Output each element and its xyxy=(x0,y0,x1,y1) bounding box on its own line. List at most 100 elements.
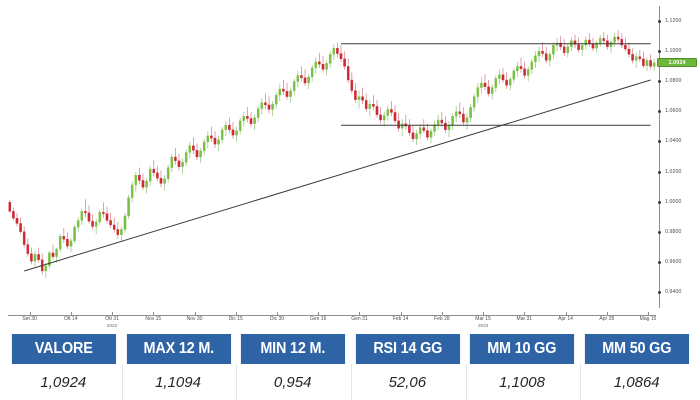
candlestick xyxy=(260,98,264,115)
candlestick xyxy=(141,173,145,191)
candlestick xyxy=(411,125,415,142)
price-tick-marker xyxy=(658,170,661,174)
candlestick xyxy=(148,166,152,186)
candlestick xyxy=(426,123,429,141)
candlestick xyxy=(379,107,382,124)
candlestick xyxy=(606,34,609,50)
date-tick-label: Apr 14 xyxy=(558,316,573,322)
candlestick xyxy=(498,69,501,85)
candlestick xyxy=(613,33,616,47)
date-tick-label: Nov 30 xyxy=(186,316,203,322)
candlestick xyxy=(73,224,76,244)
candlestick xyxy=(120,226,123,242)
candlestick xyxy=(357,90,361,109)
metric-header-valore: VALORE xyxy=(11,334,116,364)
candlestick xyxy=(188,141,192,159)
candlestick xyxy=(480,76,483,94)
date-tick-marker xyxy=(359,312,361,316)
price-tick-label: 1.0200 xyxy=(665,168,682,175)
candlestick xyxy=(501,67,505,84)
metric-header-mm-50-gg: MM 50 GG xyxy=(584,334,689,364)
candlestick xyxy=(253,114,256,130)
candlestick xyxy=(559,36,562,50)
candlestick xyxy=(584,36,588,50)
candlestick xyxy=(490,84,494,100)
candlestick xyxy=(591,37,595,52)
candlestick xyxy=(91,214,94,230)
metric-value-valore: 1,0924 xyxy=(8,364,119,400)
candlestick xyxy=(447,120,451,138)
price-tick-marker xyxy=(658,261,661,265)
date-tick-marker xyxy=(112,312,114,316)
candlestick xyxy=(354,83,357,103)
candlestick xyxy=(84,199,87,218)
date-tick-label: Mar 15 xyxy=(475,316,491,322)
candlestick xyxy=(181,158,184,174)
candlestick xyxy=(130,181,134,203)
candlestick xyxy=(314,57,318,74)
candlestick xyxy=(566,43,570,58)
candlestick xyxy=(177,153,181,171)
candlestick xyxy=(62,227,66,244)
metric-value-max-12-m: 1,1094 xyxy=(121,364,234,400)
candlestick xyxy=(429,128,433,144)
candlestick xyxy=(170,153,174,173)
candlestick xyxy=(325,60,328,76)
candlestick xyxy=(555,37,559,52)
candlestick xyxy=(87,205,91,224)
candlestick xyxy=(339,45,343,62)
candlestick xyxy=(105,206,109,224)
candlestick xyxy=(616,30,620,43)
price-tick-marker xyxy=(658,110,661,114)
date-tick-label: Dic 15 xyxy=(228,316,243,322)
metric-value-mm-50-gg: 1,0864 xyxy=(580,364,693,400)
candlestick xyxy=(264,93,267,109)
candlestick xyxy=(458,102,462,118)
candlestick xyxy=(627,42,631,58)
candlestick xyxy=(620,33,624,49)
date-tick-marker xyxy=(565,312,567,316)
uptrend-line xyxy=(24,79,651,272)
candlestick xyxy=(156,166,159,182)
candlestick-plot[interactable] xyxy=(0,0,700,312)
candlestick xyxy=(346,58,350,84)
candlestick xyxy=(372,95,375,111)
candlestick xyxy=(307,73,310,90)
candlestick xyxy=(123,212,127,233)
candlestick xyxy=(642,51,645,68)
date-tick-label: Feb 14 xyxy=(392,316,409,322)
candlestick xyxy=(278,84,282,102)
candlestick xyxy=(76,217,80,233)
date-tick-label: Set 30 xyxy=(22,316,37,322)
candlestick xyxy=(109,212,112,228)
candlestick xyxy=(303,69,307,87)
candlestick xyxy=(94,218,98,235)
metric-value-mm-10-gg: 1,1008 xyxy=(465,364,578,400)
date-tick-marker xyxy=(400,312,402,316)
candlestick xyxy=(174,147,177,165)
candlestick xyxy=(152,160,156,177)
candlestick xyxy=(289,87,292,103)
candlestick xyxy=(397,113,400,132)
metrics-value-row: 1,0924 1,1094 0,954 52,06 1,1008 1,0864 xyxy=(0,364,700,400)
candlestick xyxy=(127,194,130,219)
candlestick xyxy=(138,167,141,185)
candlestick xyxy=(37,247,40,263)
candle-series xyxy=(8,30,656,278)
candlestick xyxy=(548,51,552,67)
candlestick xyxy=(102,202,105,218)
candlestick xyxy=(30,247,33,265)
candlestick xyxy=(494,75,498,93)
candlestick xyxy=(238,117,242,135)
candlestick xyxy=(134,172,138,192)
candlestick xyxy=(638,49,642,62)
candlestick xyxy=(195,143,199,161)
candlestick xyxy=(516,61,519,77)
price-tick-marker xyxy=(658,291,661,295)
date-tick-marker xyxy=(70,312,72,316)
year-label: 2022 xyxy=(106,323,118,328)
candlestick xyxy=(390,101,393,117)
candlestick xyxy=(624,37,627,52)
candlestick xyxy=(465,113,469,130)
date-tick-marker xyxy=(606,312,608,316)
